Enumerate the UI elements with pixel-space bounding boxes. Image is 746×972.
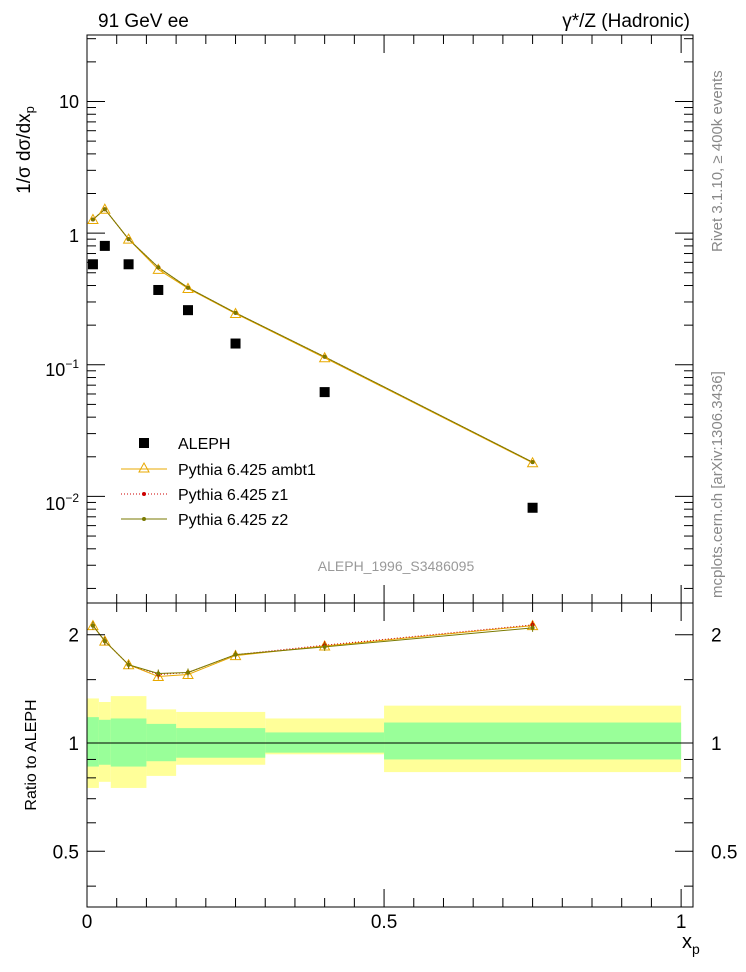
- ratio-ytick-label: 1: [68, 734, 79, 755]
- ratio-inner-band: [87, 717, 99, 767]
- ratio-series-line: [92, 625, 533, 675]
- ratio-ytick-label-right: 0.5: [711, 842, 737, 863]
- analysis-id: ALEPH_1996_S3486095: [318, 558, 475, 574]
- legend-ambt1-marker: [138, 461, 150, 473]
- ratio-z2-point: [102, 639, 107, 644]
- main-axis-ticks: [86, 35, 693, 603]
- ambt1-data-point: [229, 307, 242, 319]
- ratio-series-layer: [87, 619, 539, 682]
- legend-z1-marker: [142, 492, 146, 496]
- ratio-z2-point: [233, 652, 238, 657]
- main-ytick-label-10: 10: [59, 92, 79, 112]
- ratio-panel-frame: [86, 602, 694, 908]
- legend-aleph-label: ALEPH: [178, 436, 230, 453]
- ratio-ytick-label: 0.5: [53, 842, 79, 863]
- ratio-z2-point: [90, 623, 95, 628]
- legend-z2-label: Pythia 6.425 z2: [178, 512, 288, 529]
- header-right-title: γ*/Z (Hadronic): [562, 11, 690, 32]
- ratio-axis-ticks: [86, 603, 693, 907]
- aleph-data-point: [123, 259, 134, 270]
- z2-data-point: [156, 265, 161, 270]
- ratio-inner-band: [384, 722, 682, 760]
- ratio-uncertainty-bands: [87, 696, 682, 788]
- ratio-ambt1-point: [152, 670, 165, 682]
- main-ytick-label-0.01: 10−2: [45, 491, 79, 514]
- main-panel: 1/σ dσ/dxp 10 1 10−1 10−2 ALEPH_1996_S34…: [14, 34, 694, 604]
- rivet-label: Rivet 3.1.10, ≥ 400k events: [709, 70, 726, 252]
- z2-data-point: [126, 237, 131, 242]
- ambt1-data-point: [87, 213, 99, 224]
- aleph-data-point: [183, 305, 193, 316]
- aleph-data-point: [527, 502, 538, 513]
- aleph-data-point: [153, 284, 164, 295]
- aleph-data-point: [230, 338, 241, 349]
- main-ytick-label-1: 1: [69, 226, 79, 246]
- header-left-title: 91 GeV ee: [98, 11, 189, 32]
- ratio-x-axis-label: xp: [682, 931, 700, 957]
- ratio-ytick-label-right: 2: [711, 626, 722, 647]
- aleph-data-point: [87, 259, 98, 270]
- ambt1-data-point: [318, 351, 331, 363]
- z2-data-point: [90, 217, 95, 222]
- ratio-z2-point: [126, 662, 131, 667]
- ambt1-data-point: [526, 456, 539, 468]
- ratio-z2-point: [186, 670, 190, 675]
- legend-z2-marker: [142, 517, 146, 521]
- ratio-z2-point: [530, 625, 535, 630]
- z2-data-point: [322, 354, 327, 359]
- legend: ALEPH Pythia 6.425 ambt1 Pythia 6.425 z1…: [121, 436, 316, 529]
- legend-z1-label: Pythia 6.425 z1: [178, 487, 288, 504]
- ambt1-data-point: [182, 282, 194, 293]
- ratio-panel: 0.5 0.5 1 1 2 2 0 0.5 1 Ratio to ALEPH xp: [23, 602, 738, 957]
- ratio-series-line: [92, 625, 533, 678]
- ratio-ambt1-point: [229, 649, 242, 661]
- ratio-y-axis-label: Ratio to ALEPH: [23, 699, 40, 810]
- ratio-ambt1-point: [182, 668, 194, 680]
- ratio-series-line: [92, 624, 533, 676]
- mcplots-label: mcplots.cern.ch [arXiv:1306.3436]: [709, 371, 726, 598]
- ambt1-data-point: [152, 263, 165, 274]
- ambt1-data-point: [98, 203, 111, 214]
- ratio-inner-band: [98, 719, 111, 765]
- main-series-line: [92, 208, 533, 463]
- ambt1-data-point: [122, 233, 135, 244]
- ratio-xtick-label: 0: [82, 912, 93, 933]
- z2-data-point: [102, 207, 107, 212]
- ratio-ytick-label-right: 1: [711, 734, 722, 755]
- legend-aleph-marker: [139, 438, 149, 448]
- z2-data-point: [233, 310, 238, 315]
- main-series-layer: [87, 203, 539, 513]
- ratio-ytick-label: 2: [68, 626, 79, 647]
- main-y-axis-label: 1/σ dσ/dxp: [14, 106, 37, 194]
- main-ytick-label-0.1: 10−1: [45, 357, 79, 380]
- ratio-xtick-label: 0.5: [371, 912, 397, 933]
- ratio-z2-point: [322, 644, 327, 649]
- ratio-xtick-label: 1: [676, 912, 687, 933]
- aleph-data-point: [99, 240, 110, 251]
- main-series-line: [92, 208, 533, 463]
- aleph-data-point: [319, 387, 330, 398]
- legend-ambt1-label: Pythia 6.425 ambt1: [178, 462, 316, 479]
- ratio-z2-point: [156, 671, 161, 676]
- ratio-tick-labels: 0.5 0.5 1 1 2 2 0 0.5 1: [53, 626, 738, 933]
- main-series-line: [92, 208, 533, 464]
- z2-data-point: [186, 285, 190, 290]
- z2-data-point: [530, 460, 535, 465]
